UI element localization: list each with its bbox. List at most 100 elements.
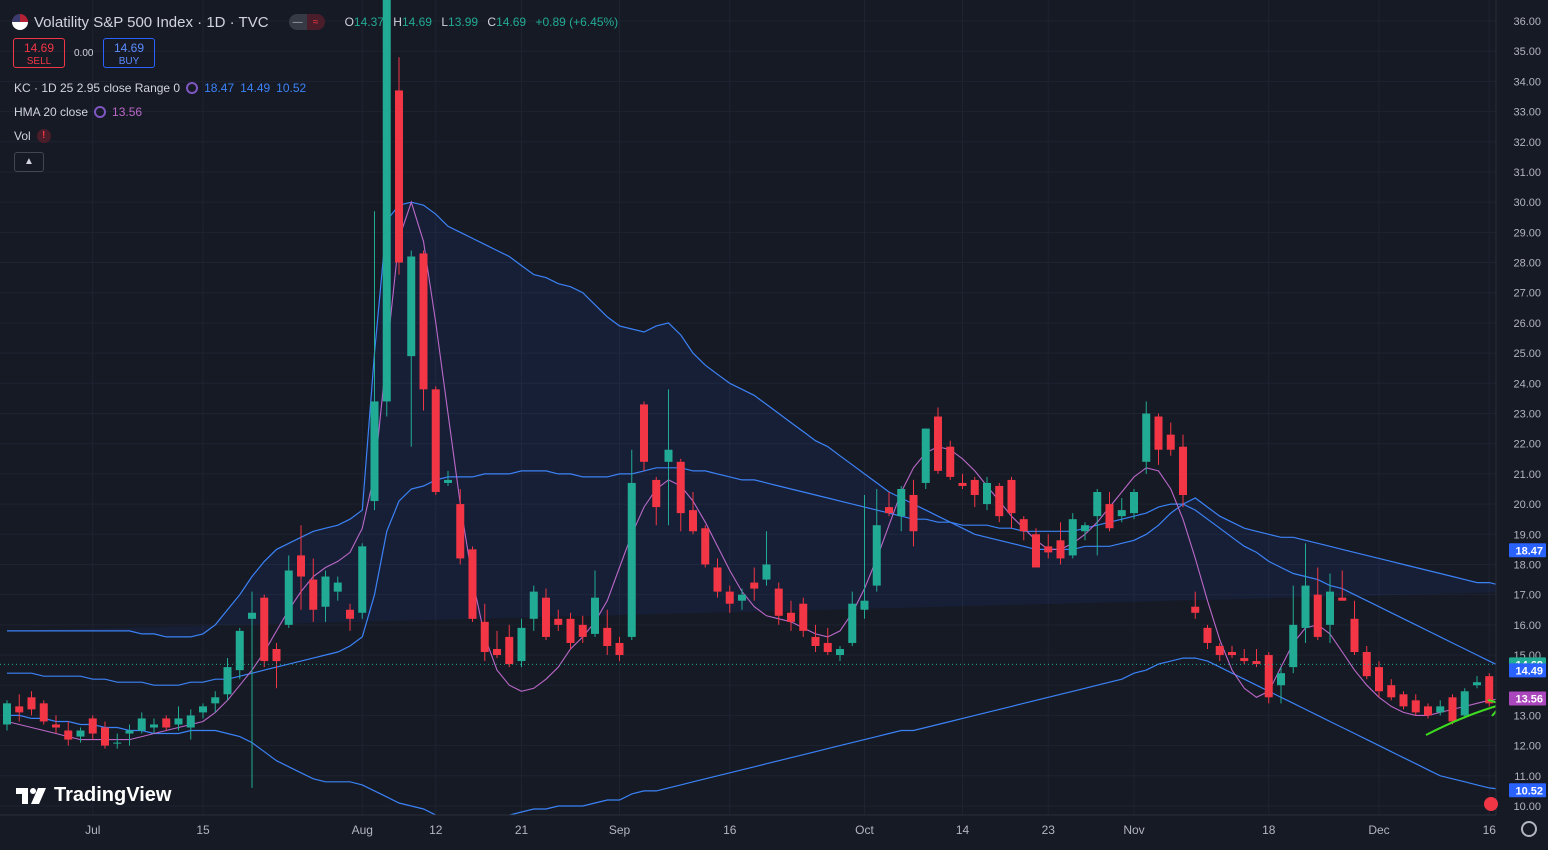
- candle-body: [1362, 652, 1371, 677]
- candle-body: [480, 621, 489, 653]
- candle-body: [762, 564, 771, 580]
- candle-body: [358, 546, 367, 613]
- tradingview-logo: TradingView: [16, 784, 171, 807]
- hma-legend[interactable]: HMA 20 close 13.56: [14, 105, 142, 119]
- price-tick-label: 25.00: [1513, 348, 1541, 360]
- candle-body: [1473, 682, 1481, 686]
- candle-body: [1007, 479, 1016, 514]
- us-flag-icon: [12, 14, 28, 30]
- open-value: 14.37: [353, 15, 384, 29]
- collapse-legend-button[interactable]: ▲: [14, 152, 44, 172]
- kc-lower-value: 10.52: [276, 81, 307, 95]
- candle-body: [272, 649, 281, 662]
- candle-body: [493, 649, 501, 656]
- candle-body: [848, 603, 857, 643]
- price-tick-label: 32.00: [1513, 137, 1541, 149]
- gear-icon[interactable]: [1521, 821, 1537, 837]
- candle-body: [1264, 655, 1273, 698]
- candle-body: [640, 404, 648, 462]
- kc-label: KC · 1D 25 2.95 close Range 0: [14, 81, 181, 95]
- price-tick-label: 20.00: [1513, 499, 1541, 511]
- candle-body: [333, 582, 342, 592]
- candle-body: [1485, 676, 1494, 704]
- candle-body: [382, 0, 391, 402]
- candle-body: [456, 504, 465, 559]
- price-label: 14.49: [1515, 665, 1543, 677]
- vol-legend[interactable]: Vol !: [14, 129, 51, 143]
- candle-body: [701, 528, 710, 565]
- price-label-box: [1509, 783, 1546, 798]
- candle-body: [1313, 594, 1322, 637]
- candle-body: [554, 618, 563, 625]
- candle-body: [1130, 492, 1138, 514]
- low-label: L: [441, 15, 449, 29]
- warning-icon[interactable]: !: [36, 129, 51, 143]
- candle-body: [52, 724, 60, 728]
- candle-body: [1215, 645, 1224, 656]
- candle-body: [248, 612, 256, 619]
- candle-body: [1448, 697, 1457, 722]
- low-value: 13.99: [448, 15, 479, 29]
- candle-body: [934, 416, 942, 471]
- high-value: 14.69: [401, 15, 432, 29]
- candle-body: [1460, 691, 1469, 716]
- kc-legend[interactable]: KC · 1D 25 2.95 close Range 0 18.47 14.4…: [14, 81, 306, 95]
- candle-body: [1081, 525, 1089, 532]
- candle-body: [235, 630, 244, 671]
- candle-body: [689, 510, 697, 532]
- candle-body: [603, 627, 612, 646]
- vol-label: Vol: [14, 129, 31, 143]
- price-tick-label: 35.00: [1513, 46, 1541, 58]
- loading-icon: [186, 82, 199, 94]
- wave-icon[interactable]: ≈: [306, 14, 325, 30]
- time-tick-label: Jul: [85, 823, 100, 837]
- candle-body: [750, 582, 759, 589]
- candle-body: [260, 597, 269, 662]
- price-tick-label: 21.00: [1513, 469, 1541, 481]
- symbol-title[interactable]: Volatility S&P 500 Index · 1D · TVC: [34, 13, 269, 31]
- candle-body: [223, 667, 232, 695]
- candle-body: [542, 597, 550, 637]
- candle-body: [1350, 618, 1359, 653]
- candle-body: [1056, 540, 1065, 559]
- candle-body: [1375, 667, 1383, 692]
- candle-body: [15, 706, 24, 713]
- time-axis-bg: [0, 815, 1496, 850]
- kc-upper-line: [7, 201, 1527, 638]
- candle-body: [39, 703, 48, 722]
- price-tick-label: 30.00: [1513, 197, 1541, 209]
- time-tick-label: 16: [1483, 823, 1497, 837]
- candle-body: [1105, 504, 1114, 529]
- candle-body: [909, 495, 918, 532]
- candle-body: [297, 555, 305, 577]
- price-tick-label: 22.00: [1513, 439, 1541, 451]
- candle-body: [811, 636, 820, 646]
- minus-icon[interactable]: —: [288, 14, 307, 30]
- close-label: C: [487, 15, 497, 29]
- hma-value: 13.56: [112, 105, 143, 119]
- buy-button[interactable]: 14.69 BUY: [103, 38, 155, 68]
- time-tick-label: 15: [196, 823, 210, 837]
- candle-body: [137, 718, 146, 731]
- kc-upper-value: 18.47: [204, 81, 235, 95]
- candle-body: [162, 718, 171, 728]
- high-label: H: [393, 15, 402, 29]
- candle-body: [150, 724, 158, 728]
- candle-body: [1424, 706, 1432, 716]
- candle-body: [321, 576, 330, 607]
- candle-body: [505, 636, 514, 665]
- reload-icon[interactable]: [1484, 797, 1498, 811]
- candle-body: [1166, 434, 1175, 450]
- candle-body: [27, 697, 36, 710]
- sell-label: SELL: [26, 56, 52, 67]
- sell-button[interactable]: 14.69 SELL: [13, 38, 65, 68]
- candle-body: [284, 570, 293, 625]
- candle-body: [921, 428, 930, 483]
- candle-body: [431, 389, 440, 492]
- loading-icon: [94, 106, 107, 118]
- candle-body: [64, 730, 73, 740]
- candle-body: [799, 603, 808, 631]
- candles-group: [3, 0, 1494, 788]
- time-tick-label: 16: [723, 823, 737, 837]
